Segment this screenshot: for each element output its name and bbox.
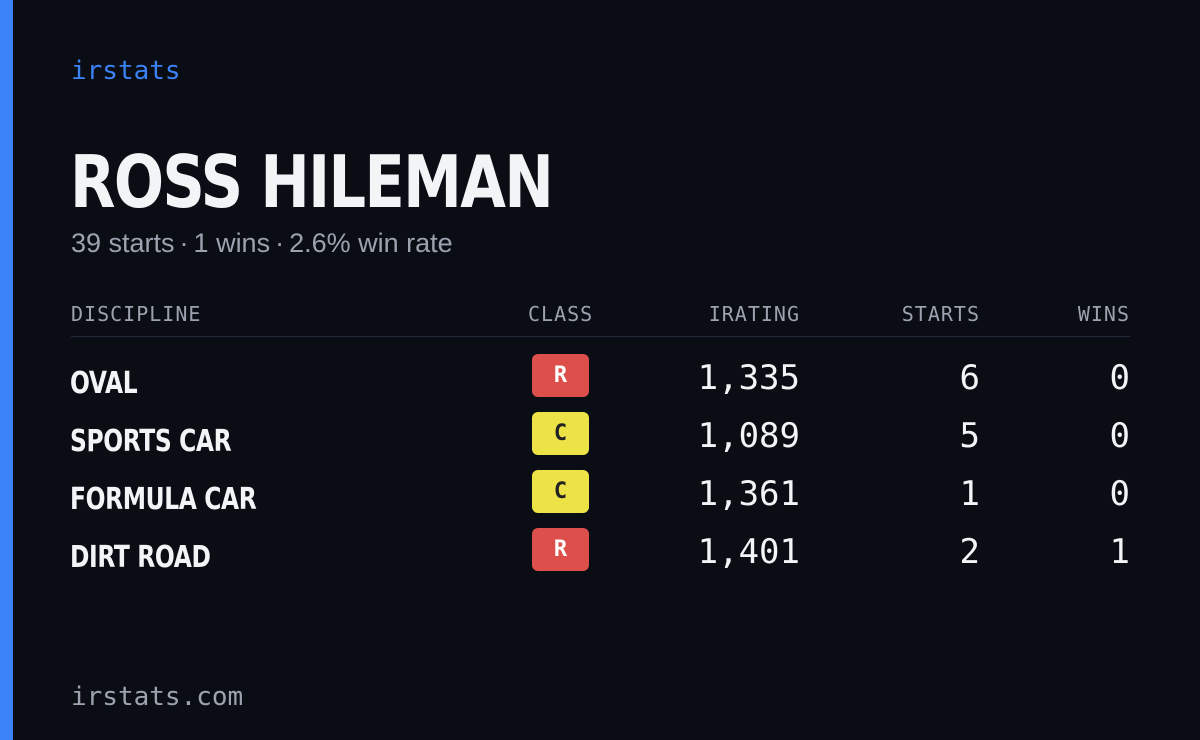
discipline-label: SPORTS CAR (70, 424, 232, 459)
wins-value: 1 (1109, 532, 1130, 572)
discipline-label: DIRT ROAD (70, 540, 211, 575)
wins-value: 0 (1109, 474, 1130, 514)
starts-value: 1 (959, 474, 980, 514)
table-row: FORMULA CAR C 1,361 1 0 (0, 470, 1200, 528)
column-header-discipline: DISCIPLINE (71, 302, 202, 326)
class-badge: C (532, 470, 589, 513)
win-rate-summary: 2.6% win rate (289, 228, 453, 258)
wins-value: 0 (1109, 416, 1130, 456)
driver-name: ROSS HILEMAN (70, 140, 554, 224)
table-row: OVAL R 1,335 6 0 (0, 354, 1200, 412)
footer-url: irstats.com (71, 682, 244, 712)
class-badge: C (532, 412, 589, 455)
separator: · (275, 228, 285, 258)
separator: · (179, 228, 189, 258)
irating-value: 1,335 (697, 358, 800, 398)
irating-value: 1,089 (697, 416, 800, 456)
starts-value: 2 (959, 532, 980, 572)
driver-summary: 39 starts · 1 wins · 2.6% win rate (71, 228, 453, 259)
irating-value: 1,361 (697, 474, 800, 514)
discipline-label: OVAL (70, 366, 138, 401)
header-divider (71, 336, 1130, 337)
class-badge: R (532, 354, 589, 397)
irating-value: 1,401 (697, 532, 800, 572)
starts-value: 5 (959, 416, 980, 456)
starts-value: 6 (959, 358, 980, 398)
wins-value: 0 (1109, 358, 1130, 398)
column-header-irating: IRATING (708, 302, 800, 326)
column-header-class: CLASS (528, 302, 594, 326)
column-header-starts: STARTS (901, 302, 980, 326)
discipline-label: FORMULA CAR (70, 482, 257, 517)
wins-summary: 1 wins (193, 228, 271, 258)
accent-bar (0, 0, 13, 740)
brand-logo: irstats (71, 56, 181, 86)
class-badge: R (532, 528, 589, 571)
starts-summary: 39 starts (71, 228, 175, 258)
table-row: SPORTS CAR C 1,089 5 0 (0, 412, 1200, 470)
column-header-wins: WINS (1077, 302, 1130, 326)
table-row: DIRT ROAD R 1,401 2 1 (0, 528, 1200, 586)
